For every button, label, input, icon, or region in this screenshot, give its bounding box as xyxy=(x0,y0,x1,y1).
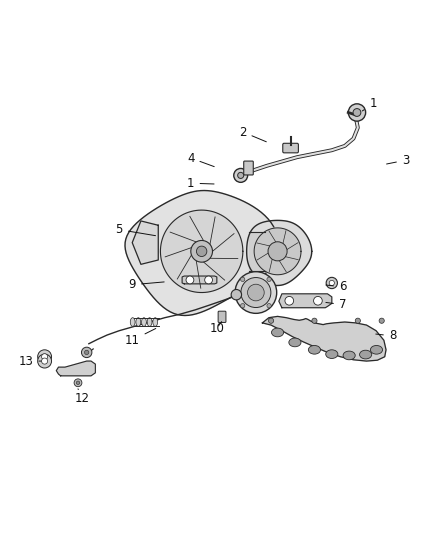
FancyBboxPatch shape xyxy=(218,311,226,322)
Ellipse shape xyxy=(141,318,146,326)
Ellipse shape xyxy=(371,345,382,354)
Circle shape xyxy=(267,277,271,281)
Circle shape xyxy=(85,350,89,354)
Circle shape xyxy=(240,304,245,308)
Text: 3: 3 xyxy=(387,154,409,167)
Circle shape xyxy=(186,276,194,284)
Circle shape xyxy=(268,318,274,324)
Circle shape xyxy=(326,277,337,289)
FancyBboxPatch shape xyxy=(283,143,298,153)
Circle shape xyxy=(247,284,264,301)
Text: 6: 6 xyxy=(326,280,346,293)
Text: 1: 1 xyxy=(187,177,214,190)
FancyBboxPatch shape xyxy=(244,161,253,175)
Ellipse shape xyxy=(136,318,141,326)
Ellipse shape xyxy=(147,318,152,326)
Circle shape xyxy=(191,240,212,262)
Circle shape xyxy=(231,289,242,300)
Polygon shape xyxy=(182,276,217,284)
Circle shape xyxy=(38,350,52,364)
Polygon shape xyxy=(132,221,158,264)
Circle shape xyxy=(81,347,92,358)
Circle shape xyxy=(379,318,384,324)
Polygon shape xyxy=(160,210,243,293)
Polygon shape xyxy=(247,221,312,286)
Polygon shape xyxy=(57,361,95,376)
Ellipse shape xyxy=(130,318,135,326)
Ellipse shape xyxy=(308,345,321,354)
Text: 4: 4 xyxy=(187,151,214,167)
Text: 7: 7 xyxy=(326,298,346,311)
Ellipse shape xyxy=(343,351,355,360)
Text: 9: 9 xyxy=(128,278,164,291)
Polygon shape xyxy=(262,317,386,361)
Ellipse shape xyxy=(153,318,158,326)
Text: 13: 13 xyxy=(18,354,41,368)
Polygon shape xyxy=(279,294,332,308)
Circle shape xyxy=(74,379,82,386)
Circle shape xyxy=(314,296,322,305)
Text: 8: 8 xyxy=(376,329,396,342)
Circle shape xyxy=(241,278,271,308)
Circle shape xyxy=(196,246,207,256)
Circle shape xyxy=(353,109,361,116)
Text: 1: 1 xyxy=(362,98,377,111)
Ellipse shape xyxy=(360,350,372,359)
Ellipse shape xyxy=(326,350,338,359)
Circle shape xyxy=(38,354,52,368)
Ellipse shape xyxy=(289,338,301,347)
Text: 10: 10 xyxy=(209,321,224,335)
Circle shape xyxy=(205,276,212,284)
Circle shape xyxy=(355,318,360,324)
Circle shape xyxy=(76,381,80,384)
Circle shape xyxy=(267,304,271,308)
Circle shape xyxy=(285,296,293,305)
Circle shape xyxy=(240,277,245,281)
Polygon shape xyxy=(249,232,265,271)
Circle shape xyxy=(348,104,366,121)
Circle shape xyxy=(235,272,277,313)
Polygon shape xyxy=(125,190,278,316)
Circle shape xyxy=(42,354,48,360)
Text: 11: 11 xyxy=(125,328,156,347)
Circle shape xyxy=(329,280,334,286)
Ellipse shape xyxy=(272,328,284,337)
Text: 12: 12 xyxy=(75,389,90,405)
Circle shape xyxy=(234,168,247,182)
Circle shape xyxy=(268,242,287,261)
Text: 2: 2 xyxy=(239,125,266,142)
Circle shape xyxy=(238,172,244,179)
Circle shape xyxy=(312,318,317,324)
Circle shape xyxy=(42,358,48,364)
Text: 5: 5 xyxy=(116,223,155,236)
Polygon shape xyxy=(254,228,301,274)
